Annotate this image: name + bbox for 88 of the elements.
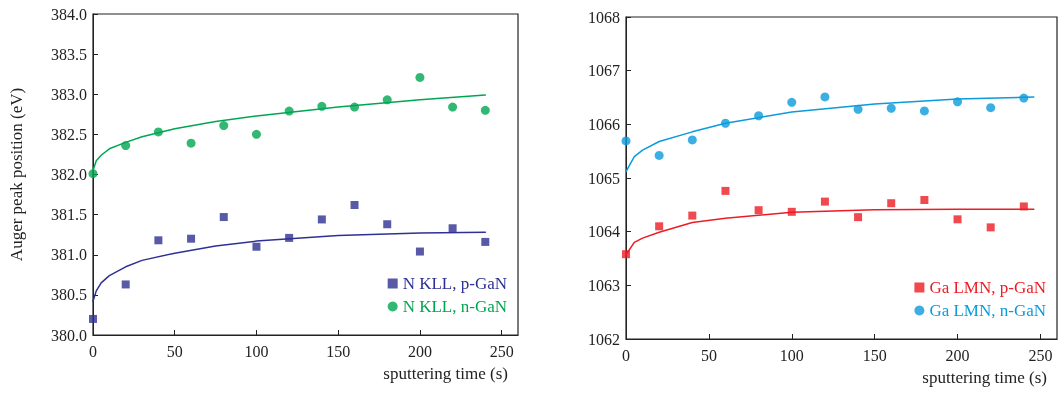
point [252, 242, 261, 251]
legend-label: Ga LMN, p-GaN [929, 278, 1046, 297]
y-tick-label: 381.0 [51, 246, 87, 264]
point [787, 97, 797, 107]
point [820, 197, 829, 206]
point [317, 215, 326, 224]
y-tick-label: 382.0 [51, 166, 87, 183]
point [720, 118, 730, 128]
x-tick-label: 150 [862, 346, 887, 364]
x-tick-label: 100 [244, 342, 269, 360]
y-tick-label: 1067 [588, 62, 620, 80]
x-tick-label: 50 [700, 346, 717, 364]
point [88, 169, 98, 179]
y-tick-label: 1062 [588, 330, 620, 348]
point [383, 220, 392, 229]
point [284, 106, 294, 116]
point [448, 224, 457, 233]
y-tick-label: 381.5 [51, 206, 87, 224]
x-tick-label: 200 [407, 342, 432, 360]
x-tick-label: 150 [326, 342, 351, 360]
point [919, 106, 929, 116]
point [853, 104, 863, 114]
point [448, 102, 458, 112]
point [121, 141, 131, 151]
point [986, 103, 996, 113]
point [89, 314, 97, 323]
point [480, 105, 490, 115]
point [721, 186, 730, 195]
x-tick-label: 250 [1028, 346, 1053, 364]
point [687, 135, 697, 145]
point [754, 206, 763, 215]
legend-label: Ga LMN, n-GaN [929, 301, 1046, 320]
point [187, 234, 196, 243]
point [622, 250, 630, 259]
x-tick-label: 100 [779, 346, 804, 364]
y-axis-title: Auger peak position (eV) [7, 87, 26, 262]
point [754, 111, 764, 121]
x-tick-label: 200 [945, 346, 970, 364]
y-tick-label: 380.0 [51, 326, 87, 344]
point [854, 213, 863, 222]
y-tick-label: 1064 [588, 223, 620, 241]
point [1019, 202, 1028, 211]
point [154, 236, 163, 245]
point [1019, 93, 1029, 103]
y-tick-label: 380.5 [51, 286, 87, 304]
point [886, 103, 896, 113]
point [654, 150, 664, 160]
point [219, 213, 228, 222]
point [285, 233, 294, 242]
x-axis-title: sputtering time (s) [922, 368, 1047, 387]
point [121, 280, 130, 289]
x-axis-title: sputtering time (s) [383, 364, 508, 383]
point [655, 222, 664, 231]
x-tick-label: 250 [489, 342, 514, 360]
x-tick-label: 50 [166, 342, 183, 360]
point [481, 237, 490, 246]
point [350, 200, 359, 209]
y-tick-label: 1065 [588, 169, 620, 187]
point [251, 129, 261, 139]
legend-label: N KLL, n-GaN [402, 297, 508, 316]
point [820, 92, 830, 102]
point [415, 72, 425, 82]
y-tick-label: 1063 [588, 276, 620, 294]
line-series [625, 96, 1035, 173]
legend-label: N KLL, p-GaN [402, 274, 508, 293]
y-tick-label: 1068 [588, 8, 620, 26]
y-tick-label: 383.0 [51, 85, 87, 103]
point [787, 207, 796, 216]
x-tick-label: 0 [622, 346, 630, 364]
point [953, 215, 962, 224]
point [887, 199, 896, 208]
y-tick-label: 1066 [588, 115, 620, 133]
point [920, 196, 929, 204]
point [382, 95, 392, 105]
point [986, 223, 995, 232]
y-tick-label: 384.0 [51, 5, 87, 23]
y-tick-label: 383.5 [51, 45, 87, 63]
point [953, 97, 963, 107]
point [153, 127, 163, 137]
point [688, 211, 697, 220]
point [415, 247, 424, 256]
point [317, 101, 327, 111]
point [186, 138, 196, 148]
point [350, 102, 360, 112]
point [621, 136, 631, 146]
point [219, 121, 229, 131]
y-tick-label: 382.5 [51, 125, 87, 143]
x-tick-label: 0 [89, 342, 97, 360]
